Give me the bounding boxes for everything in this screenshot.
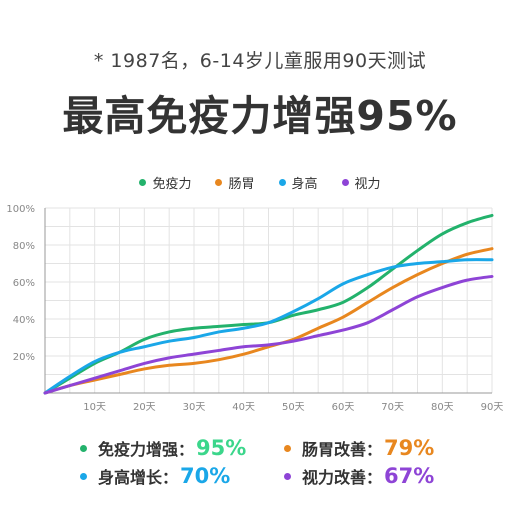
x-tick-label: 10天 — [83, 402, 106, 413]
summary-value: 79% — [384, 436, 435, 460]
x-tick-label: 90天 — [481, 402, 504, 413]
summary-value: 95% — [196, 436, 247, 460]
series-line-gut — [43, 247, 494, 395]
legend-dot-icon — [341, 179, 349, 186]
y-tick-label: 100% — [6, 204, 35, 215]
legend-label: 肠胃 — [228, 177, 255, 192]
summary-vision: 视力改善： 67% — [284, 464, 434, 488]
series-line-height — [43, 258, 494, 395]
x-tick-label: 80天 — [431, 402, 454, 413]
summary-dot-icon — [80, 472, 87, 480]
summary-height: 身高增长： 70% — [80, 464, 230, 488]
legend-label: 视力 — [354, 177, 381, 192]
x-tick-label: 60天 — [332, 402, 355, 413]
summary-immunity: 免疫力增强： 95% — [80, 436, 246, 460]
y-tick-label: 60% — [13, 278, 35, 289]
x-tick-label: 20天 — [133, 402, 156, 413]
legend-dot-icon — [278, 179, 286, 186]
y-tick-label: 80% — [13, 241, 35, 252]
summary-dot-icon — [284, 472, 291, 480]
summary-label: 视力改善： — [302, 468, 383, 487]
summary-value: 67% — [384, 464, 435, 488]
summary-label: 肠胃改善： — [302, 440, 383, 459]
summary-value: 70% — [180, 464, 231, 488]
y-tick-label: 40% — [13, 315, 35, 326]
legend-dot-icon — [139, 179, 147, 186]
test-info-subtitle: * 1987名，6-14岁儿童服用90天测试 — [93, 50, 427, 72]
headline-title: 最高免疫力增强95% — [62, 92, 458, 140]
summary-gut: 肠胃改善： 79% — [284, 436, 434, 460]
summary-dot-icon — [284, 444, 291, 452]
legend-label: 身高 — [291, 177, 318, 192]
legend-item-height: 身高 — [278, 173, 318, 192]
x-tick-label: 40天 — [232, 402, 255, 413]
summary-dot-icon — [80, 444, 87, 452]
x-tick-label: 30天 — [183, 402, 206, 413]
legend-item-gut: 肠胃 — [215, 173, 255, 192]
x-tick-label: 50天 — [282, 402, 305, 413]
legend-item-vision: 视力 — [341, 173, 381, 192]
summary-label: 免疫力增强： — [98, 440, 195, 459]
y-tick-label: 20% — [13, 352, 35, 363]
chart-legend: 免疫力 肠胃 身高 视力 — [0, 173, 520, 192]
summary-label: 身高增长： — [98, 468, 179, 487]
legend-item-immunity: 免疫力 — [139, 173, 191, 192]
legend-label: 免疫力 — [152, 177, 192, 192]
legend-dot-icon — [215, 179, 223, 186]
series-line-vision — [43, 274, 494, 395]
x-tick-label: 70天 — [381, 402, 404, 413]
